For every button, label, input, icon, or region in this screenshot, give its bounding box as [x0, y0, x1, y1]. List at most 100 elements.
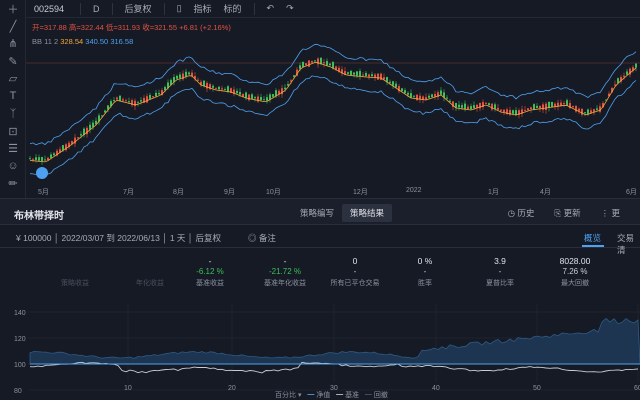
candle-body	[476, 104, 478, 108]
pencil-icon[interactable]: ✏	[8, 178, 18, 191]
candle-body	[377, 73, 379, 80]
ruler-icon[interactable]: ⊡	[8, 125, 18, 138]
candle-body	[485, 102, 487, 104]
symbol-label[interactable]: 002594	[34, 3, 65, 14]
trendline-icon[interactable]: ╱	[9, 20, 17, 33]
update-button[interactable]: ⎘ 更新	[554, 208, 581, 218]
candle-body	[32, 158, 34, 160]
candle-body	[164, 87, 166, 91]
candle-body	[332, 62, 334, 69]
undo-icon[interactable]: ↶	[266, 3, 275, 13]
candle-body	[413, 95, 415, 97]
indicators-button[interactable]: 指标	[193, 4, 212, 14]
candle-body	[335, 66, 337, 70]
candle-body	[104, 110, 106, 113]
candle-body	[275, 90, 277, 97]
candle-body	[251, 94, 253, 99]
candle-body	[134, 100, 136, 107]
candle-type-icon[interactable]: ▯	[176, 3, 182, 13]
candle-body	[605, 99, 607, 101]
history-button[interactable]: ◷ 历史	[507, 208, 535, 218]
mode-select[interactable]: 百分比 ▾	[275, 392, 302, 399]
candle-body	[239, 91, 241, 95]
candle-body	[173, 77, 175, 82]
candle-body	[236, 90, 238, 94]
candle-body	[101, 115, 103, 117]
candle-body	[479, 103, 481, 109]
period-button[interactable]: D	[93, 3, 100, 14]
candle-body	[62, 145, 64, 151]
candle-body	[362, 74, 364, 76]
candle-body	[473, 105, 475, 109]
template-button[interactable]: 标的	[223, 4, 242, 14]
candle-body	[314, 60, 316, 62]
bench-legend-swatch: ━	[336, 392, 344, 399]
candle-body	[515, 110, 517, 115]
measure-icon[interactable]: ☰	[8, 143, 18, 156]
note-button[interactable]: ◎ 备注	[248, 233, 276, 243]
shape-icon[interactable]: ▱	[8, 73, 18, 86]
candle-body	[539, 105, 541, 109]
bb-mid-line	[29, 61, 637, 163]
candle-body	[464, 103, 466, 110]
bench-legend[interactable]: 基准	[345, 392, 360, 399]
tab-strategy-edit[interactable]: 策略编写	[300, 208, 335, 218]
candle-body	[209, 84, 211, 90]
drawdown-legend[interactable]: 回撤	[373, 392, 388, 399]
price-chart[interactable]: 开=317.88 高=322.44 低=311.93 收=321.55 +6.8…	[26, 18, 640, 198]
candle-body	[29, 158, 31, 160]
candle-body	[206, 82, 208, 89]
tab-strategy-result[interactable]: 策略结果	[342, 204, 393, 222]
candle-body	[242, 93, 244, 97]
bb-mid: 340.50	[85, 37, 109, 46]
candle-body	[563, 103, 565, 105]
candle-body	[560, 102, 562, 106]
crosshair-icon[interactable]: ＋	[7, 3, 19, 16]
candle-body	[86, 127, 88, 135]
candle-body	[467, 106, 469, 110]
cloud-icon[interactable]	[36, 167, 48, 179]
candle-body	[317, 58, 319, 65]
candle-body	[185, 71, 187, 77]
stat-subvalue: 7.26 %	[562, 267, 588, 276]
more-button[interactable]: ⋮ 更	[600, 208, 620, 218]
candle-body	[470, 106, 472, 110]
candle-body	[392, 81, 394, 86]
stat-label: 基准年化收益	[264, 280, 306, 287]
candle-body	[170, 79, 172, 85]
tab-overview[interactable]: 概览	[584, 233, 602, 243]
stat-label: 最大回撤	[561, 280, 589, 287]
adjust-button[interactable]: 后复权	[124, 4, 152, 14]
high-value: 高=322.44	[68, 23, 104, 32]
equity-x-tick: 20	[228, 385, 236, 392]
redo-icon[interactable]: ↷	[286, 3, 294, 13]
candle-body	[44, 159, 46, 161]
candle-body	[71, 141, 73, 145]
candle-body	[290, 80, 292, 82]
equity-chart[interactable]: 140 120 100 80 10 20 30 40 50 60	[0, 304, 640, 400]
text-icon[interactable]: T	[9, 90, 17, 103]
backtest-caption: ¥ 100000 │ 2022/03/07 到 2022/06/13 │ 1 天…	[16, 233, 221, 243]
candle-body	[356, 71, 358, 76]
net-legend-swatch: ━	[307, 392, 315, 399]
candle-body	[119, 95, 121, 102]
bb-lower: 316.58	[110, 37, 134, 46]
net-legend[interactable]: 净值	[316, 392, 331, 399]
tab-trades[interactable]: 交易清	[617, 233, 635, 255]
pitchfork-icon[interactable]: ⋔	[8, 38, 18, 51]
candle-body	[74, 137, 76, 144]
candle-body	[587, 109, 589, 115]
candle-body	[257, 96, 259, 102]
candle-body	[65, 144, 67, 151]
brush-icon[interactable]: ✎	[8, 55, 18, 68]
candle-body	[404, 90, 406, 94]
emoji-icon[interactable]: ☺	[7, 160, 19, 173]
candle-body	[608, 93, 610, 97]
bb-upper: 328.54	[60, 37, 84, 46]
candle-body	[548, 101, 550, 108]
bb-lower-line	[29, 75, 637, 177]
pattern-icon[interactable]: ᛉ	[9, 107, 17, 120]
candle-body	[620, 76, 622, 82]
candle-body	[263, 99, 265, 101]
